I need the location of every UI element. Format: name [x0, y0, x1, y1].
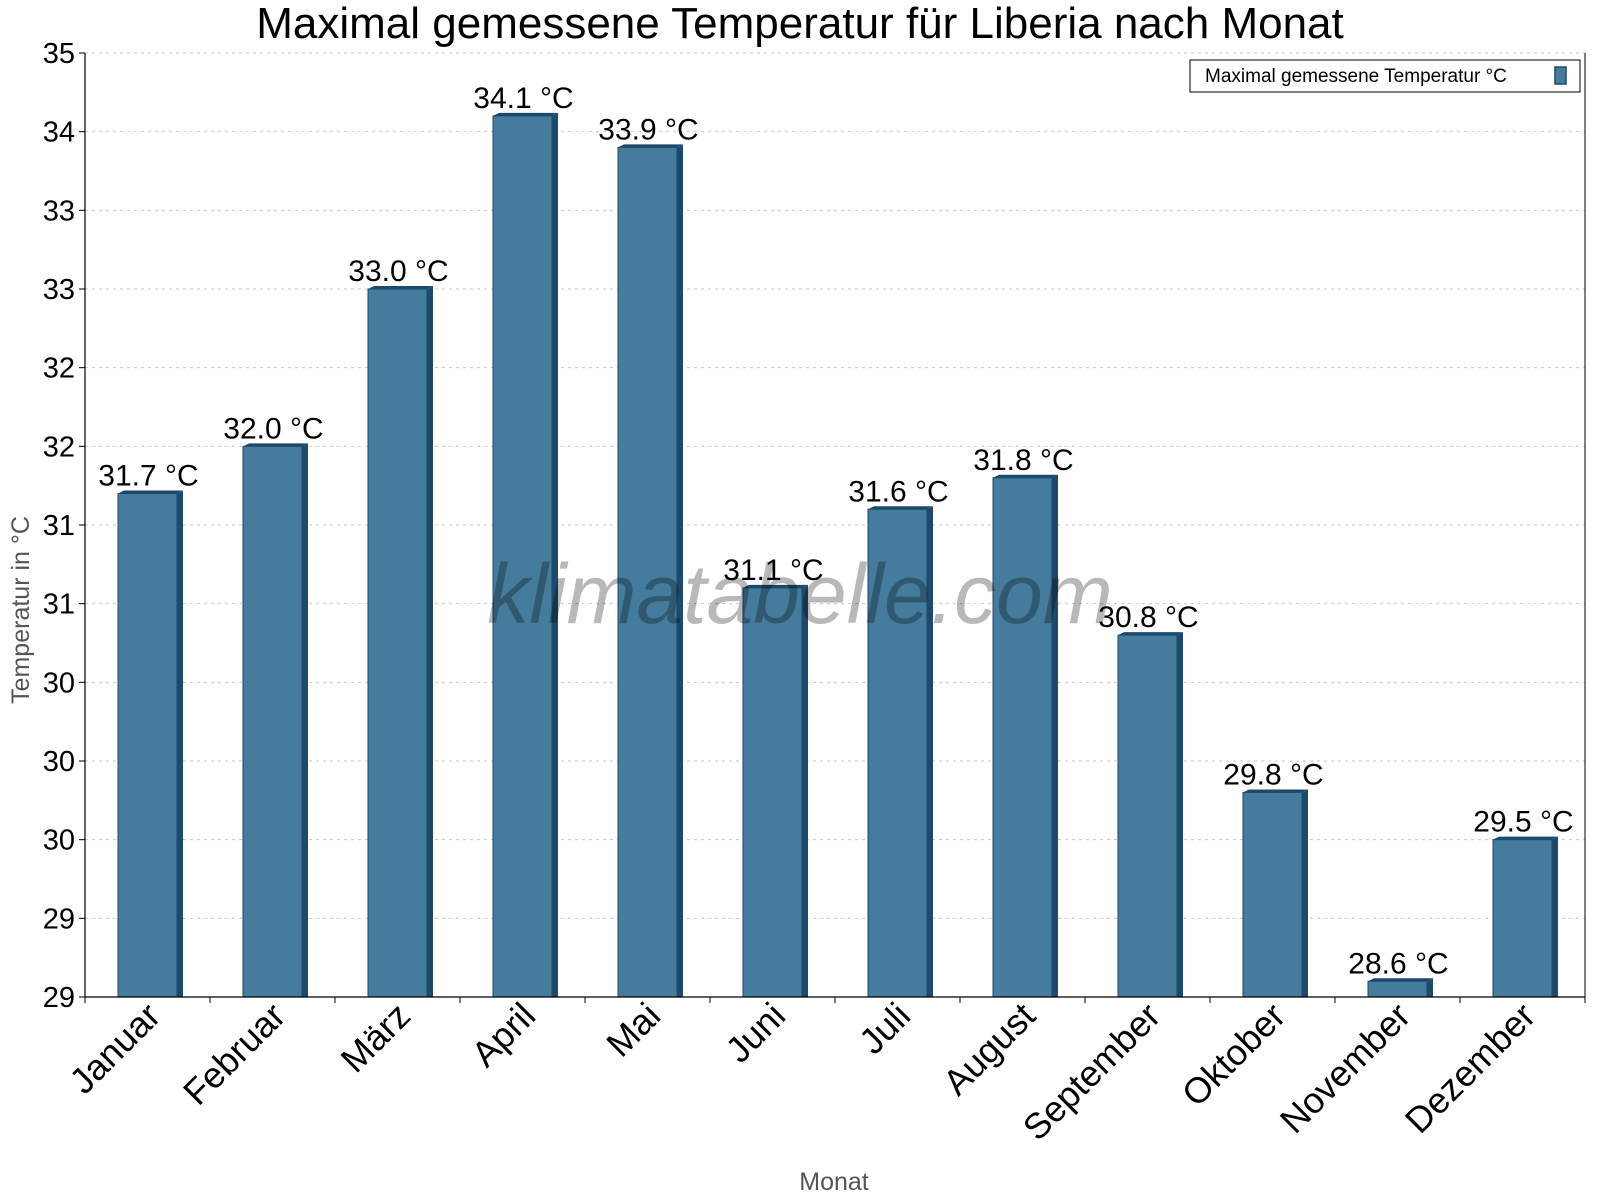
x-tick-label: November	[1272, 995, 1418, 1141]
legend-label: Maximal gemessene Temperatur °C	[1205, 66, 1507, 87]
x-tick-label: September	[1015, 995, 1169, 1149]
bar	[1242, 791, 1303, 998]
bar	[1117, 634, 1178, 998]
bar-side	[427, 286, 433, 997]
bar	[492, 115, 553, 998]
y-tick-label: 32	[43, 353, 75, 385]
bar-top	[1118, 632, 1183, 636]
y-tick-label: 34	[43, 117, 75, 149]
y-axis-label: Temperatur in °C	[7, 516, 35, 704]
y-tick-label: 31	[43, 510, 75, 542]
bar-7: 31.6 °C	[848, 475, 949, 998]
bar-side	[677, 144, 683, 997]
x-tick-label: Juli	[851, 995, 918, 1062]
y-tick-label: 29	[43, 903, 75, 935]
bar-value-label: 31.8 °C	[973, 444, 1073, 477]
bar-3: 33.0 °C	[348, 255, 449, 998]
bar-value-label: 31.7 °C	[98, 460, 198, 493]
chart-title: Maximal gemessene Temperatur für Liberia…	[256, 0, 1344, 48]
bar-top	[618, 144, 683, 148]
bar-top	[493, 112, 558, 116]
bar-value-label: 30.8 °C	[1098, 601, 1198, 634]
x-tick-label: Oktober	[1174, 995, 1294, 1115]
bar-side	[1052, 474, 1058, 997]
bar	[992, 477, 1053, 998]
x-axis-label: Monat	[799, 1168, 869, 1196]
bar-value-label: 33.0 °C	[348, 255, 448, 288]
bar-side	[927, 506, 933, 997]
x-tick-label: August	[935, 995, 1043, 1103]
bar	[617, 146, 678, 998]
bar-5: 33.9 °C	[598, 113, 699, 998]
bar-side	[1302, 789, 1308, 997]
x-tick-label: Februar	[175, 995, 293, 1113]
bar	[742, 587, 803, 998]
bar-4: 34.1 °C	[473, 82, 574, 998]
bar-side	[1552, 836, 1558, 997]
bar	[867, 508, 928, 998]
bar-value-label: 33.9 °C	[598, 113, 698, 146]
legend-swatch	[1554, 66, 1567, 85]
y-tick-label: 29	[43, 982, 75, 1014]
x-tick-label: Juni	[717, 995, 793, 1071]
bar-value-label: 34.1 °C	[473, 82, 573, 115]
x-axis-ticks: Januar Februar März April Mai Juni Juli AugustS…	[61, 995, 1586, 1149]
bar-value-label: 31.1 °C	[723, 554, 823, 587]
bar-11: 28.6 °C	[1348, 947, 1449, 998]
bar-side	[177, 490, 183, 997]
bar-top	[1243, 789, 1308, 793]
watermark: klimatabelle.com	[487, 547, 1113, 641]
y-tick-label: 30	[43, 825, 75, 857]
x-tick-label: Dezember	[1397, 995, 1543, 1141]
bar-side	[552, 112, 558, 997]
bar-value-label: 28.6 °C	[1348, 947, 1448, 980]
bar	[1492, 839, 1553, 998]
y-tick-label: 33	[43, 195, 75, 227]
bar	[242, 445, 303, 998]
grid-lines	[85, 52, 1585, 919]
bar-1: 31.7 °C	[98, 460, 199, 998]
bar-side	[1177, 632, 1183, 997]
bar-top	[243, 443, 308, 447]
bar-value-label: 29.5 °C	[1473, 806, 1573, 839]
bar-value-label: 32.0 °C	[223, 412, 323, 445]
x-tick-label: Januar	[61, 995, 168, 1102]
bar-top	[1493, 836, 1558, 840]
bar-value-label: 29.8 °C	[1223, 758, 1323, 791]
bar-side	[302, 443, 308, 997]
bar-8: 31.8 °C	[973, 444, 1074, 998]
bar	[117, 493, 178, 998]
bar-6: 31.1 °C	[723, 554, 824, 998]
bar-top	[993, 474, 1058, 478]
legend-box	[1189, 59, 1581, 93]
bar-9: 30.8 °C	[1098, 601, 1199, 998]
bar-group: 31.7 °C 32.0 °C 33.0 °C 34.1 °C 33.9 °C 31.1 …	[98, 82, 1574, 998]
bar-side	[1427, 978, 1433, 997]
y-tick-label: 31	[43, 589, 75, 621]
bar-top	[1368, 978, 1433, 982]
bar-2: 32.0 °C	[223, 412, 324, 998]
legend: Maximal gemessene Temperatur °C	[1189, 59, 1581, 93]
bar-top	[118, 490, 183, 494]
y-tick-label: 33	[43, 274, 75, 306]
bar-top	[368, 286, 433, 289]
bar	[367, 288, 428, 998]
bar-top	[743, 584, 808, 588]
y-tick-label: 35	[43, 38, 75, 70]
y-tick-label: 32	[43, 431, 75, 463]
bar-10: 29.8 °C	[1223, 758, 1324, 998]
bar-side	[802, 584, 808, 997]
bar-value-label: 31.6 °C	[848, 475, 948, 508]
x-tick-label: Mai	[598, 995, 668, 1065]
y-tick-label: 30	[43, 667, 75, 699]
y-tick-label: 30	[43, 746, 75, 778]
bar-top	[868, 506, 933, 510]
bar	[1367, 980, 1428, 998]
x-tick-label: März	[333, 995, 419, 1081]
x-tick-label: April	[463, 995, 543, 1075]
bar-12: 29.5 °C	[1473, 806, 1574, 998]
y-axis-ticks: 29 29 30 30 30 31 31 32 32 33 33 34 35	[43, 38, 85, 1014]
